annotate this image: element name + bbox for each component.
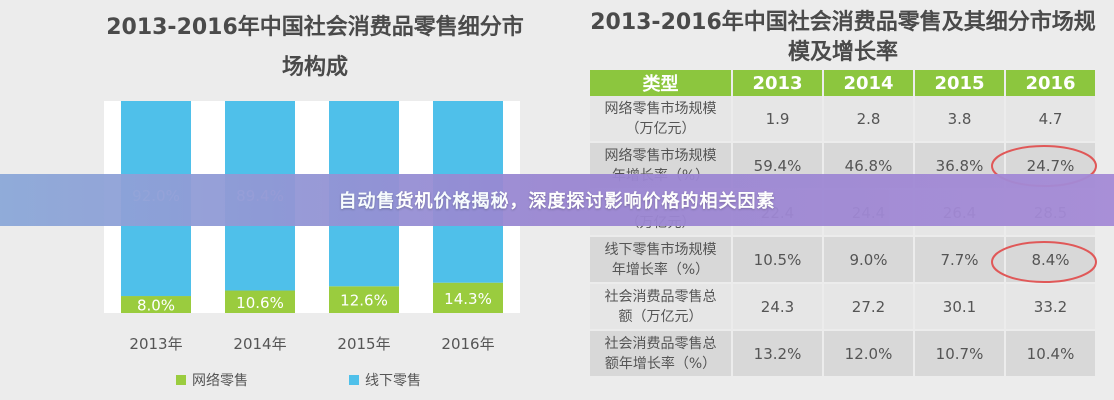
table-row: 社会消费品零售总 额（万亿元） 24.3 27.2 30.1 33.2 [590, 283, 1097, 331]
table-cell: 10.5% [732, 236, 824, 284]
table-cell: 27.2 [823, 283, 915, 331]
data-label: 10.6% [236, 294, 284, 312]
banner-text: 自动售货机价格揭秘，深度探讨影响价格的相关因素 [338, 191, 776, 212]
table-cell: 10.4% [1005, 330, 1097, 378]
legend-item-offline: 线下零售 [349, 370, 421, 390]
bar-segment-online [433, 282, 503, 313]
table-cell: 2.8 [823, 96, 915, 143]
legend-label-online: 网络零售 [192, 373, 248, 389]
table-row-label-line: （万亿元） [625, 120, 696, 137]
table-header-cell: 类型 [590, 70, 733, 96]
table-row-label-line: 额（万亿元） [618, 308, 703, 325]
table-row-label-line: 社会消费品零售总 [604, 288, 717, 305]
bar-segment-online [329, 286, 399, 313]
legend-swatch-offline [349, 375, 359, 385]
x-tick-label: 2015年 [337, 335, 390, 353]
table-cell: 4.7 [1005, 96, 1097, 143]
table-cell: 1.9 [732, 96, 824, 143]
data-label: 8.0% [137, 297, 175, 315]
table-row-label: 社会消费品零售总 额年增长率（%） [590, 330, 733, 378]
table-cell: 13.2% [732, 330, 824, 378]
table-row-label-line: 年增长率（%） [611, 261, 710, 278]
table-row: 线下零售市场规模 年增长率（%） 10.5% 9.0% 7.7% 8.4% [590, 236, 1097, 284]
table-header-cell: 2016 [1005, 70, 1097, 96]
table-cell: 3.8 [914, 96, 1006, 143]
table-cell: 7.7% [914, 236, 1006, 284]
title-banner: 自动售货机价格揭秘，深度探讨影响价格的相关因素 [0, 174, 1114, 226]
bar-segment-online [121, 296, 191, 313]
table-row: 网络零售市场规模 （万亿元） 1.9 2.8 3.8 4.7 [590, 96, 1097, 143]
x-tick-label: 2014年 [233, 335, 286, 353]
table-row-label: 线下零售市场规模 年增长率（%） [590, 236, 733, 284]
legend-label-offline: 线下零售 [365, 373, 421, 389]
legend-item-online: 网络零售 [176, 370, 248, 390]
bar-segment-online [225, 290, 295, 313]
table-header-cell: 2015 [914, 70, 1006, 96]
table-row-label-line: 线下零售市场规模 [604, 241, 717, 258]
table-cell: 30.1 [914, 283, 1006, 331]
table-cell: 10.7% [914, 330, 1006, 378]
x-tick-label: 2016年 [441, 335, 494, 353]
table-header-cell: 2014 [823, 70, 915, 96]
data-label: 14.3% [444, 290, 492, 308]
table-cell: 8.4% [1005, 236, 1097, 284]
x-tick-label: 2013年 [129, 335, 182, 353]
right-table-title: 2013-2016年中国社会消费品零售及其细分市场规模及增长率 [590, 10, 1096, 65]
table-header-row: 类型 2013 2014 2015 2016 [590, 70, 1097, 96]
table-row-label-line: 额年增长率（%） [604, 355, 717, 372]
table-row: 社会消费品零售总 额年增长率（%） 13.2% 12.0% 10.7% 10.4% [590, 330, 1097, 378]
table-cell: 24.3 [732, 283, 824, 331]
table-row-label-line: 社会消费品零售总 [604, 335, 717, 352]
table-cell: 9.0% [823, 236, 915, 284]
table-row-label: 网络零售市场规模 （万亿元） [590, 96, 733, 143]
table-header-cell: 2013 [732, 70, 824, 96]
table-cell: 33.2 [1005, 283, 1097, 331]
table-row-label: 社会消费品零售总 额（万亿元） [590, 283, 733, 331]
left-chart-title: 2013-2016年中国社会消费品零售细分市场构成 [106, 15, 524, 80]
legend-swatch-online [176, 375, 186, 385]
table-row-label-line: 网络零售市场规模 [604, 147, 717, 164]
data-label: 12.6% [340, 292, 388, 310]
table-row-label-line: 网络零售市场规模 [604, 100, 717, 117]
table-cell: 12.0% [823, 330, 915, 378]
